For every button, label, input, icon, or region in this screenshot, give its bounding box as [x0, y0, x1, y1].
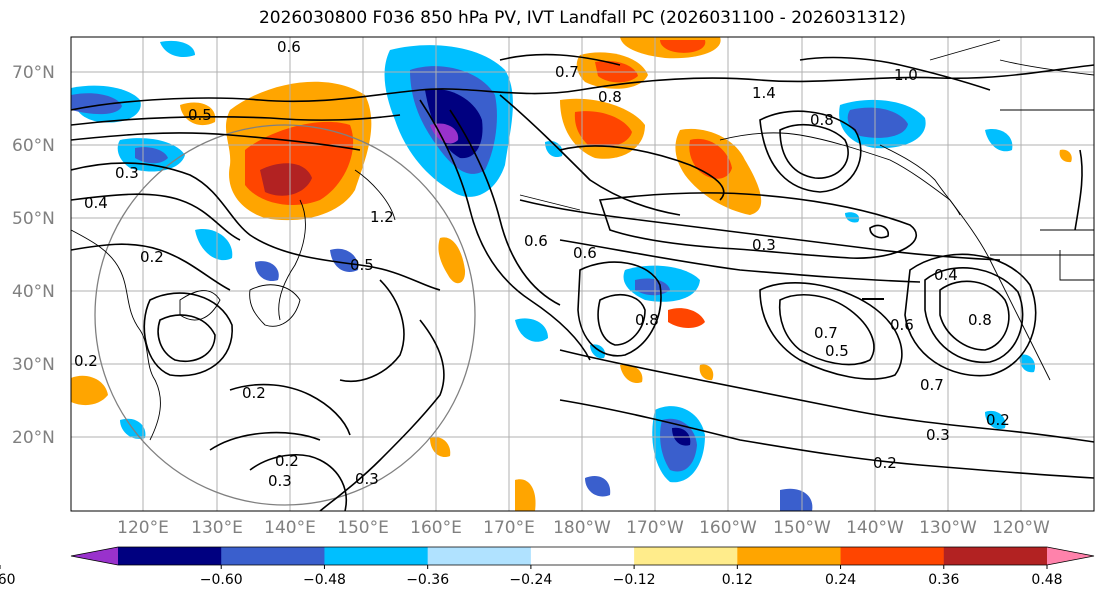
contour-label: 0.2 [986, 411, 1010, 429]
contour-label: 0.2 [140, 248, 164, 266]
colorbar-tick-label: 0.12 [722, 572, 753, 588]
lat-label: 50°N [12, 209, 55, 229]
lon-label: 120°E [117, 518, 169, 538]
colorbar-segment [737, 547, 842, 565]
pv-positive-anomalies [71, 37, 1072, 511]
lon-label: 160°E [410, 518, 462, 538]
lon-label: 160°W [699, 518, 757, 538]
lat-label: 40°N [12, 282, 55, 302]
contour-label: 0.2 [74, 352, 98, 370]
lat-label: 60°N [12, 136, 55, 156]
lon-label: 170°E [483, 518, 535, 538]
contour-label: 0.7 [814, 324, 838, 342]
longitude-labels: 120°E 130°E 140°E 150°E 160°E 170°E 180°… [117, 518, 1050, 538]
contour-label: 1.0 [894, 66, 918, 84]
colorbar-tick-label: 0.48 [1031, 572, 1062, 588]
region-circle [94, 124, 476, 506]
lat-label: 70°N [12, 63, 55, 83]
colorbar-tick-label: 0.24 [825, 572, 856, 588]
contour-label: 0.2 [275, 452, 299, 470]
colorbar-tick-label: 0.36 [928, 572, 959, 588]
lat-label: 20°N [12, 428, 55, 448]
colorbar-left-arrow [71, 547, 118, 565]
colorbar-segment [530, 547, 635, 565]
colorbar-segment [324, 547, 429, 565]
contour-label: 0.3 [268, 472, 292, 490]
lon-label: 170°W [626, 518, 684, 538]
coastlines [71, 39, 1094, 441]
lon-label: 130°W [919, 518, 977, 538]
lon-label: 140°W [846, 518, 904, 538]
lon-label: 180°W [553, 518, 611, 538]
contour-label: 0.8 [635, 311, 659, 329]
colorbar-tick-label: −0.36 [406, 572, 449, 588]
lon-label: 150°W [773, 518, 831, 538]
pv-contours [71, 53, 1094, 511]
contour-label: 0.4 [84, 194, 108, 212]
contour-label: 0.4 [934, 266, 958, 284]
colorbar-tick-label: −0.60 [200, 572, 243, 588]
map-title: 2026030800 F036 850 hPa PV, IVT Landfall… [258, 8, 906, 28]
contour-label: 0.5 [825, 342, 849, 360]
colorbar-segment [840, 547, 945, 565]
colorbar-segment [427, 547, 532, 565]
lon-label: 140°E [264, 518, 316, 538]
colorbar: −0.60 −0.48 −0.36 −0.24 −0.12 0.12 0.24 0.36 0.4… [0, 546, 1095, 588]
contour-label: 0.8 [968, 311, 992, 329]
contour-label: 0.2 [873, 454, 897, 472]
colorbar-tick-label: −0.12 [613, 572, 656, 588]
lon-label: 130°E [191, 518, 243, 538]
contour-label: 0.7 [555, 63, 579, 81]
contour-label: 0.3 [752, 236, 776, 254]
latitude-labels: 70°N 60°N 50°N 40°N 30°N 20°N [12, 63, 55, 448]
contour-label: 0.3 [115, 164, 139, 182]
contour-labels: 0.6 0.5 0.3 0.4 1.2 0.5 0.2 0.6 0.6 0.7 … [74, 38, 1010, 490]
contour-label: 0.6 [524, 232, 548, 250]
contour-label: 0.6 [890, 316, 914, 334]
colorbar-tick-label: −0.48 [303, 572, 346, 588]
contour-label: 1.4 [752, 84, 776, 102]
contour-label: 1.2 [370, 208, 394, 226]
contour-label: 0.7 [920, 376, 944, 394]
colorbar-tick-label: 0.60 [0, 572, 16, 588]
contour-label: 0.8 [810, 111, 834, 129]
plot-frame [70, 36, 1095, 512]
pv-negative-anomalies [71, 40, 1036, 511]
lat-label: 30°N [12, 355, 55, 375]
contour-label: 0.3 [926, 426, 950, 444]
colorbar-right-arrow [1047, 547, 1094, 565]
colorbar-segment [943, 547, 1048, 565]
contour-label: 0.2 [242, 384, 266, 402]
colorbar-tick-label: −0.24 [509, 572, 552, 588]
contour-label: 0.5 [188, 106, 212, 124]
contour-label: 0.6 [277, 38, 301, 56]
contour-label: 0.8 [598, 88, 622, 106]
contour-label: 0.6 [573, 244, 597, 262]
colorbar-segment [118, 547, 222, 565]
lon-label: 120°W [992, 518, 1050, 538]
colorbar-segment [634, 547, 738, 565]
colorbar-segment [221, 547, 325, 565]
contour-label: 0.3 [355, 470, 379, 488]
contour-label: 0.5 [350, 256, 374, 274]
lon-label: 150°E [337, 518, 389, 538]
